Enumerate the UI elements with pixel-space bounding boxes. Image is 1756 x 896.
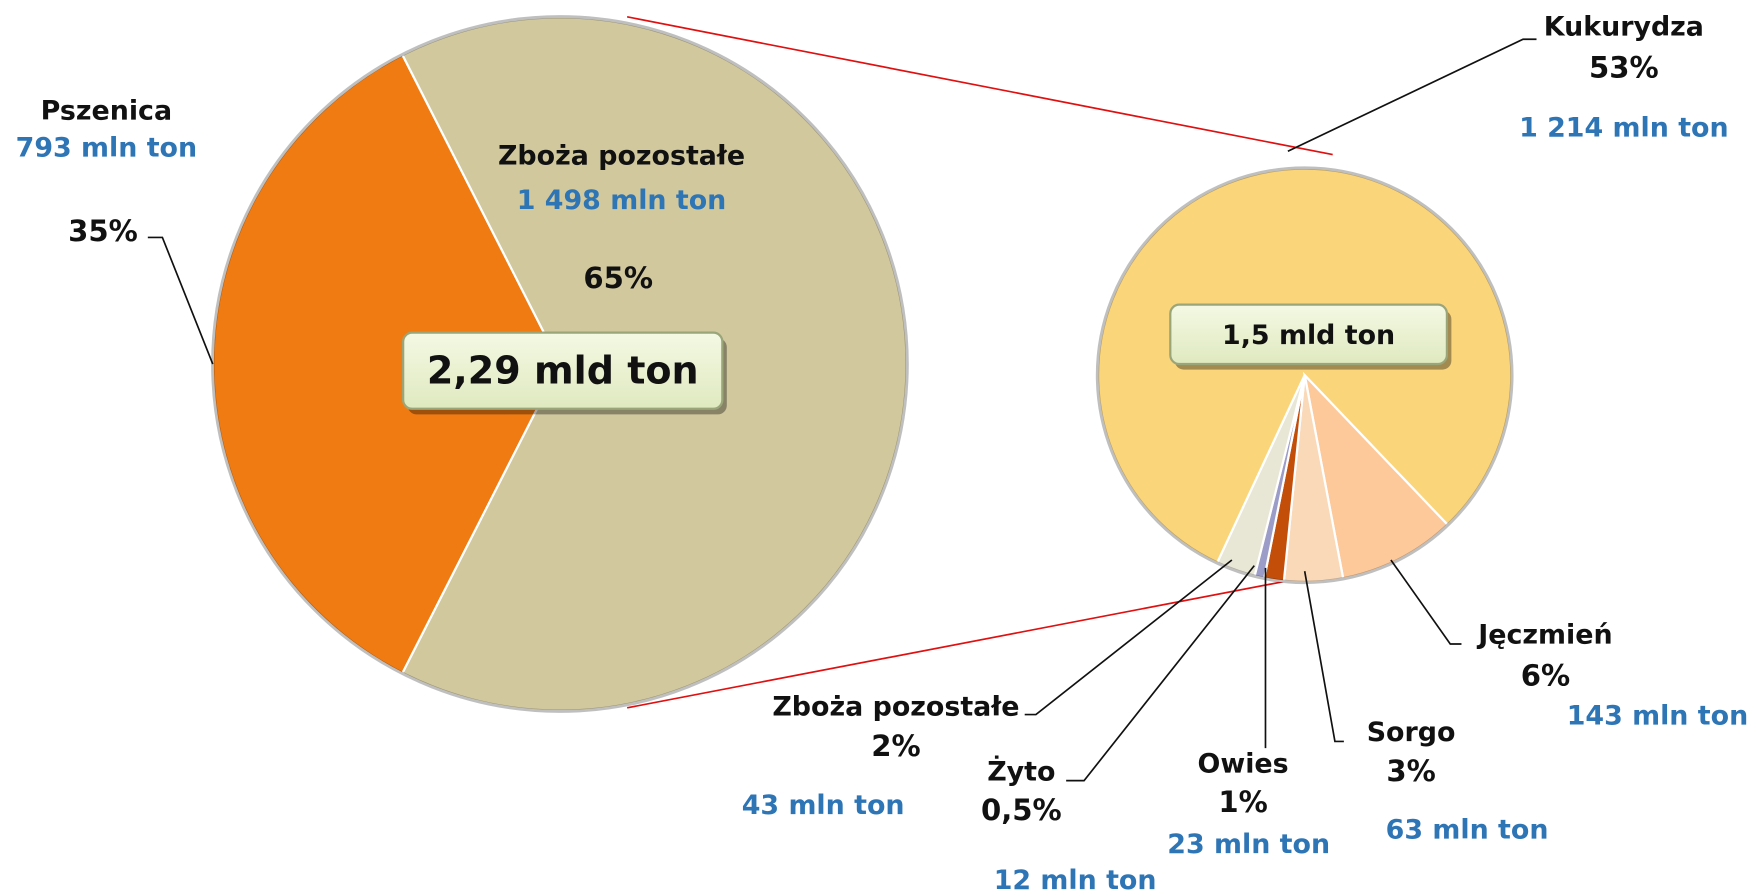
leader-line	[147, 236, 214, 365]
category-label: Jęczmień	[1476, 620, 1612, 651]
category-label: Żyto	[987, 755, 1055, 787]
pie-slice	[1302, 371, 1450, 581]
value-label: 2%	[871, 729, 920, 763]
total-label: 1,5 mld ton	[1222, 320, 1395, 351]
total-box	[402, 331, 724, 410]
category-label: Pszenica	[41, 96, 172, 127]
category-label: Sorgo	[1367, 717, 1456, 748]
leader-line	[1287, 38, 1537, 152]
pie	[1095, 166, 1514, 585]
category-label: Owies	[1198, 748, 1289, 779]
value-label: 3%	[1386, 754, 1435, 788]
category-label: Zboża pozostałe	[498, 140, 745, 171]
pie-slice	[1215, 374, 1306, 578]
amount-label: 793 mln ton	[16, 132, 198, 163]
leader-line	[1390, 559, 1462, 645]
value-label: 65%	[583, 261, 653, 295]
value-label: 6%	[1521, 659, 1570, 693]
value-label: 53%	[1589, 50, 1659, 84]
leader-line	[1303, 571, 1344, 743]
pie-rim	[1095, 166, 1514, 585]
connector-line	[626, 568, 1350, 709]
category-label: Kukurydza	[1544, 12, 1704, 43]
total-label: 2,29 mld ton	[427, 348, 699, 392]
value-label: 1%	[1218, 785, 1267, 819]
total-box	[1169, 303, 1449, 366]
leader-lines	[147, 38, 1537, 782]
value-label: 0,5%	[981, 793, 1062, 827]
leader-line	[1024, 559, 1233, 716]
leader-line	[1066, 565, 1255, 782]
amount-label: 63 mln ton	[1386, 815, 1549, 846]
amount-label: 1 498 mln ton	[517, 185, 727, 216]
pie-slice	[211, 53, 562, 675]
category-label: Zboża pozostałe	[772, 691, 1019, 722]
amount-label: 1 214 mln ton	[1519, 112, 1729, 143]
amount-label: 12 mln ton	[994, 865, 1157, 896]
amount-label: 143 mln ton	[1567, 700, 1749, 731]
amount-label: 43 mln ton	[742, 790, 905, 821]
value-label: 35%	[68, 214, 138, 248]
pie-slice	[1096, 166, 1513, 565]
amount-label: 23 mln ton	[1167, 829, 1330, 860]
connector-line	[626, 16, 1333, 156]
